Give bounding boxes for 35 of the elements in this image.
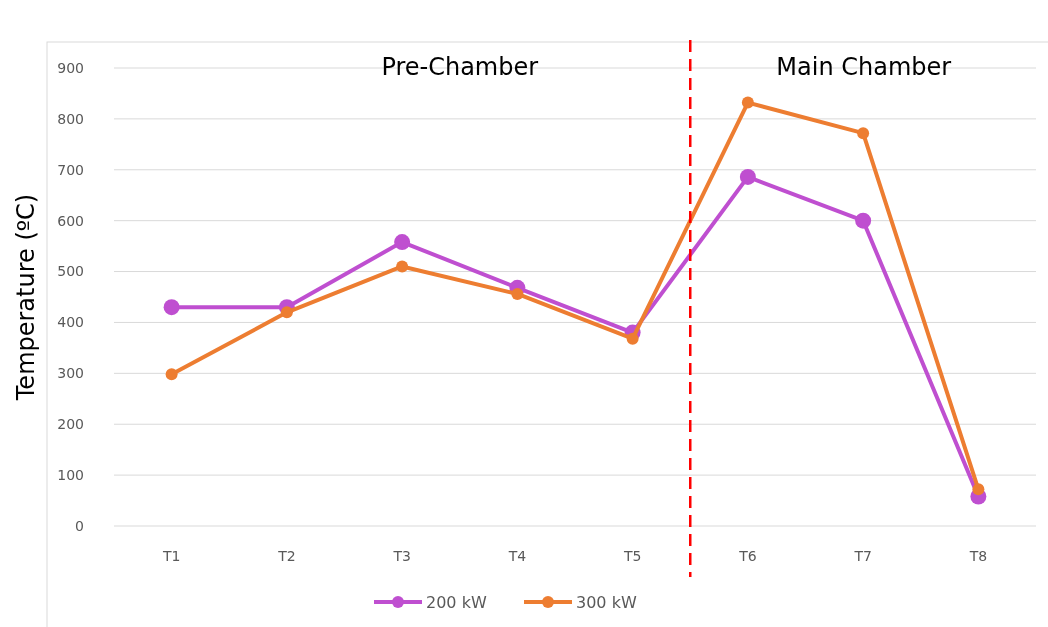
y-tick-label: 400: [57, 314, 84, 331]
annotation: Main Chamber: [776, 53, 952, 81]
y-tick-label: 800: [57, 110, 84, 127]
point: [739, 168, 756, 185]
point: [165, 368, 178, 381]
y-tick-label: 500: [57, 263, 84, 280]
y-tick-label: 0: [75, 517, 84, 534]
point: [857, 127, 870, 140]
y-tick-label: 900: [57, 59, 84, 76]
point: [394, 234, 411, 251]
point: [972, 483, 985, 496]
point: [855, 212, 872, 229]
x-tick-label: T8: [968, 548, 988, 564]
x-tick-label: T2: [277, 548, 296, 564]
legend-label: 200 kW: [426, 592, 487, 612]
y-tick-label: 200: [57, 416, 84, 433]
x-tick-label: T7: [853, 548, 872, 564]
point: [741, 96, 754, 109]
legend-label: 300 kW: [576, 592, 637, 612]
y-axis-title: Temperature (ºC): [12, 193, 40, 402]
x-tick-label: T5: [622, 548, 642, 564]
point: [163, 299, 180, 316]
y-tick-label: 700: [57, 161, 84, 178]
y-tick-label: 100: [57, 467, 84, 484]
y-tick-label: 600: [57, 212, 84, 229]
x-tick-label: T3: [392, 548, 411, 564]
point: [280, 306, 293, 319]
x-tick-label: T6: [738, 548, 757, 564]
point: [396, 260, 409, 273]
y-tick-label: 300: [57, 365, 84, 382]
point: [511, 287, 524, 300]
x-tick-label: T1: [161, 548, 181, 564]
x-tick-label: T4: [507, 548, 527, 564]
annotation: Pre-Chamber: [381, 53, 539, 81]
point: [626, 332, 639, 345]
